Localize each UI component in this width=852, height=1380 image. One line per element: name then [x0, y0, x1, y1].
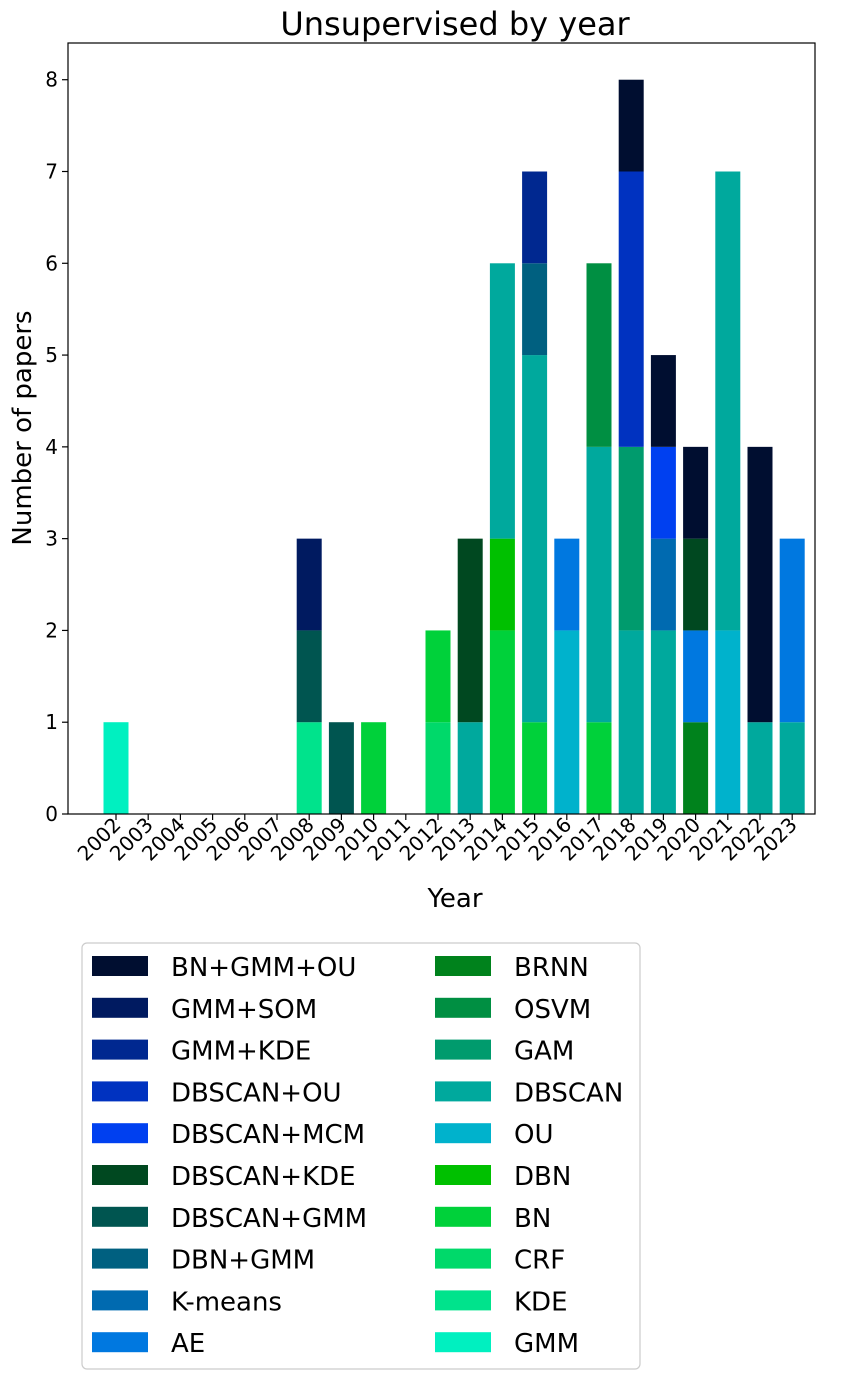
legend-label-crf: CRF: [514, 1246, 565, 1276]
legend-label-dbscan-gmm: DBSCAN+GMM: [171, 1204, 367, 1234]
chart-title: Unsupervised by year: [280, 5, 630, 43]
y-tick-label: 7: [45, 160, 58, 184]
bar-2020-ae: [683, 630, 709, 723]
legend-swatch-bn: [435, 1206, 491, 1227]
legend-swatch-kde: [435, 1290, 491, 1311]
bar-2008-gmm-som: [296, 538, 322, 631]
bar-2019-dbscan: [650, 630, 676, 814]
bar-2019-dbscan-mcm: [650, 446, 676, 539]
bar-2014-dbscan: [489, 263, 515, 539]
x-axis: 2002200320042005200620072008200920102011…: [73, 813, 802, 866]
legend-label-gmm-som: GMM+SOM: [171, 995, 317, 1025]
legend: BN+GMM+OU GMM+SOM GMM+KDE DBSCAN+OU DBSCAN+M…: [81, 942, 641, 1370]
legend-swatch-dbscan: [435, 1081, 491, 1102]
bar-2012-crf: [425, 722, 451, 814]
bar-2016-ou: [554, 630, 580, 814]
y-tick-label: 8: [45, 68, 58, 92]
bar-2008-kde: [296, 722, 322, 814]
bar-2012-bn: [425, 630, 451, 723]
legend-swatch-osvm: [435, 997, 491, 1018]
legend-swatch-gam: [435, 1039, 491, 1060]
y-tick-label: 6: [45, 251, 58, 275]
bar-2010-bn: [361, 722, 387, 814]
bar-2017-osvm: [586, 263, 612, 447]
y-tick-label: 2: [45, 618, 58, 642]
y-tick-label: 1: [45, 710, 58, 734]
legend-label-dbscan-ou: DBSCAN+OU: [171, 1078, 342, 1108]
legend-swatch-gmm-kde: [92, 1039, 148, 1060]
y-tick-label: 0: [45, 802, 58, 826]
legend-label-gmm: GMM: [514, 1329, 579, 1359]
legend-label-dbn: DBN: [514, 1162, 571, 1192]
bar-2020-dbscan-kde: [683, 538, 709, 631]
legend-label-gmm-kde: GMM+KDE: [171, 1037, 311, 1067]
legend-swatch-dbscan-kde: [92, 1165, 148, 1185]
bar-2023-dbscan: [779, 722, 805, 814]
bar-2015-dbn-gmm: [522, 263, 548, 356]
bar-2015-gmm-kde: [522, 171, 548, 264]
bar-2021-dbscan: [715, 171, 741, 631]
bar-2018-bn-gmm-ou: [618, 79, 644, 172]
legend-label-kde: KDE: [514, 1287, 568, 1317]
legend-label-dbn-gmm: DBN+GMM: [171, 1246, 315, 1276]
bar-2022-dbscan: [747, 722, 773, 814]
legend-swatch-ou: [435, 1123, 491, 1144]
legend-label-ae: AE: [171, 1329, 205, 1359]
legend-swatch-bn-gmm-ou: [92, 956, 148, 976]
bar-2022-bn-gmm-ou: [747, 446, 773, 723]
legend-swatch-dbn-gmm: [92, 1248, 148, 1269]
legend-label-dbscan-mcm: DBSCAN+MCM: [171, 1120, 365, 1150]
legend-label-dbscan-kde: DBSCAN+KDE: [171, 1162, 356, 1192]
bar-2014-dbn: [489, 538, 515, 631]
bar-2018-gam: [618, 446, 644, 631]
bar-2009-dbscan-gmm: [328, 722, 354, 814]
bar-2013-dbscan: [457, 722, 483, 814]
bar-2017-dbscan: [586, 446, 612, 723]
bar-2017-bn: [586, 722, 612, 814]
bar-2021-ou: [715, 630, 741, 814]
legend-frame: [81, 942, 641, 1370]
bars-group: [103, 79, 805, 814]
legend-label-bn: BN: [514, 1204, 551, 1234]
legend-swatch-gmm: [435, 1332, 491, 1353]
bar-2013-dbscan-kde: [457, 538, 483, 723]
legend-label-bn-gmm-ou: BN+GMM+OU: [171, 953, 356, 983]
bar-2020-brnn: [683, 722, 709, 814]
legend-swatch-brnn: [435, 956, 491, 976]
bar-2015-bn: [522, 722, 548, 814]
legend-swatch-dbscan-mcm: [92, 1123, 148, 1144]
bar-2008-dbscan-gmm: [296, 630, 322, 723]
legend-swatch-dbscan-gmm: [92, 1206, 148, 1227]
bar-2019-k-means: [650, 538, 676, 631]
bar-2015-dbscan: [522, 355, 548, 723]
legend-swatch-k-means: [92, 1290, 148, 1311]
legend-swatch-gmm-som: [92, 997, 148, 1018]
bar-2002-gmm: [103, 722, 129, 814]
bar-2016-ae: [554, 538, 580, 631]
legend-label-k-means: K-means: [171, 1287, 282, 1317]
y-tick-label: 5: [45, 343, 58, 367]
bar-2018-dbscan-ou: [618, 171, 644, 447]
bar-2020-bn-gmm-ou: [683, 446, 709, 539]
plot-frame: [67, 42, 816, 815]
y-tick-label: 3: [45, 527, 58, 551]
legend-label-ou: OU: [514, 1120, 554, 1150]
y-axis-label: Number of papers: [8, 310, 38, 545]
legend-label-gam: GAM: [514, 1037, 574, 1067]
bar-2014-bn: [489, 630, 515, 814]
y-axis: 0 1 2 3 4 5 6 7 8: [45, 68, 68, 826]
legend-swatch-ae: [92, 1332, 148, 1353]
legend-swatch-crf: [435, 1248, 491, 1269]
legend-swatch-dbn: [435, 1165, 491, 1185]
x-axis-label: Year: [426, 884, 482, 914]
bar-2018-dbscan: [618, 630, 644, 814]
bar-2019-bn-gmm-ou: [650, 355, 676, 447]
legend-label-dbscan: DBSCAN: [514, 1078, 623, 1108]
bar-2023-ae: [779, 538, 805, 723]
legend-label-osvm: OSVM: [514, 995, 591, 1025]
y-tick-label: 4: [45, 435, 58, 459]
legend-label-brnn: BRNN: [514, 953, 589, 983]
legend-swatch-dbscan-ou: [92, 1081, 148, 1102]
